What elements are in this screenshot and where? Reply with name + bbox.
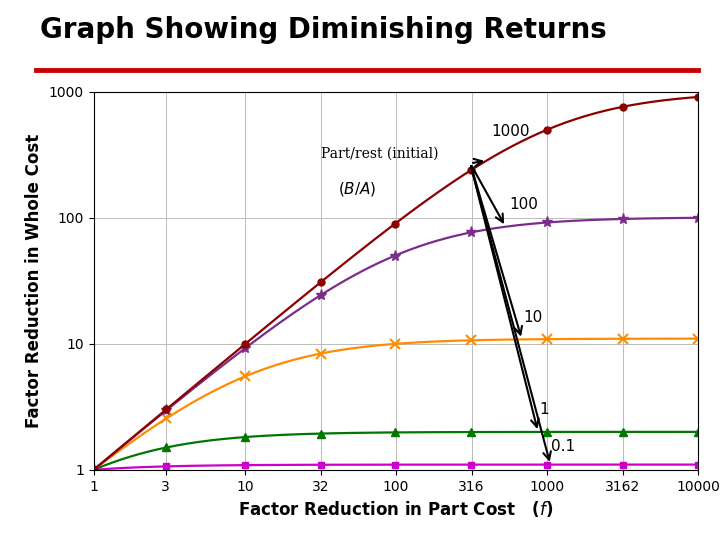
Y-axis label: Factor Reduction in Whole Cost: Factor Reduction in Whole Cost: [25, 134, 43, 428]
Text: Graph Showing Diminishing Returns: Graph Showing Diminishing Returns: [40, 16, 606, 44]
Text: 0.1: 0.1: [551, 438, 575, 454]
Text: $(B/A)$: $(B/A)$: [338, 180, 377, 198]
Text: 1000: 1000: [492, 124, 531, 139]
X-axis label: Factor Reduction in Part Cost   $\mathbf{(\mathit{f})}$: Factor Reduction in Part Cost $\mathbf{(…: [238, 499, 554, 519]
Text: Part/rest (initial): Part/rest (initial): [321, 147, 438, 161]
Text: 10: 10: [523, 309, 543, 325]
Text: 100: 100: [509, 197, 538, 212]
Text: 1: 1: [539, 402, 549, 417]
